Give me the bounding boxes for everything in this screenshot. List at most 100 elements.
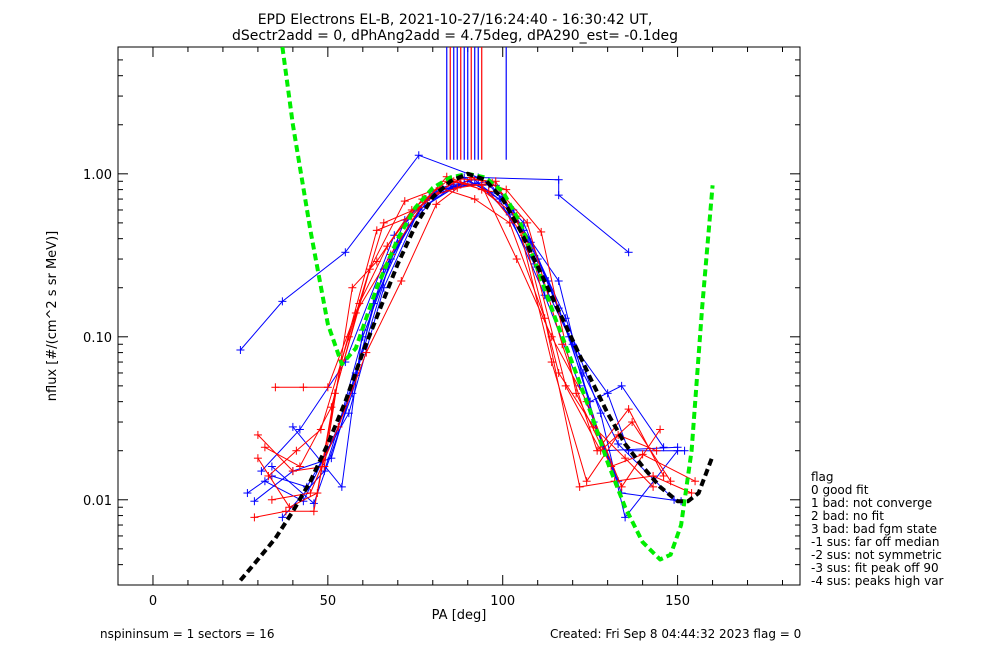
legend-item: 0 good fit (811, 483, 869, 497)
series-point (327, 403, 336, 412)
series-point (323, 383, 332, 392)
x-tick-label: 0 (149, 594, 157, 609)
series-point (267, 462, 276, 471)
series-point (362, 348, 371, 357)
series-point (652, 446, 661, 455)
series-point (470, 195, 479, 204)
series-point (621, 513, 630, 522)
series-point (659, 443, 668, 452)
legend: flag 0 good fit 1 bad: not converge 2 ba… (811, 470, 944, 588)
series-point (344, 332, 353, 341)
series-point (582, 477, 591, 486)
series-point (512, 255, 521, 264)
series-line (264, 180, 685, 502)
series-point (264, 471, 273, 480)
series-point (281, 507, 290, 516)
x-tick-label: 150 (665, 594, 690, 609)
chart-title-line2: dSectr2add = 0, dPhAng2add = 4.75deg, dP… (232, 28, 678, 44)
series-point (400, 197, 409, 206)
series-point (656, 425, 665, 434)
series-point (484, 187, 493, 196)
series-point (250, 497, 259, 506)
footer-created: Created: Fri Sep 8 04:44:32 2023 flag = … (550, 627, 801, 641)
series-point (341, 248, 350, 257)
series-point (680, 446, 689, 455)
series-point (614, 439, 623, 448)
x-tick-label: 50 (320, 594, 337, 609)
series-point (561, 381, 570, 390)
series-point (691, 477, 700, 486)
legend-item: -1 sus: far off median (811, 535, 939, 549)
series-point (666, 477, 675, 486)
series-point (383, 242, 392, 251)
series-point (554, 191, 563, 200)
series-point (250, 513, 259, 522)
fit-curves (238, 47, 715, 582)
series-point (673, 443, 682, 452)
legend-header: flag (811, 470, 834, 484)
series-point (309, 499, 318, 508)
series-point (477, 181, 486, 190)
legend-item: 2 bad: no fit (811, 509, 884, 523)
series-point (414, 151, 423, 160)
series-point (313, 489, 322, 498)
legend-item: -4 sus: peaks high var (811, 574, 944, 588)
series-point (299, 383, 308, 392)
series-point (593, 446, 602, 455)
series-point (547, 332, 556, 341)
series-point (628, 418, 637, 427)
series-line (240, 154, 629, 351)
series-point (278, 297, 287, 306)
footer-sectors: nspininsum = 1 sectors = 16 (100, 627, 274, 641)
peak-markers (446, 47, 507, 160)
series-point (260, 443, 269, 452)
y-tick-label: 1.00 (83, 168, 112, 183)
series-point (337, 482, 346, 491)
series-point (575, 482, 584, 491)
series-point (659, 471, 668, 480)
series-point (617, 381, 626, 390)
legend-item: 3 bad: bad fgm state (811, 522, 937, 536)
series-point (306, 489, 315, 498)
series-line (254, 187, 692, 518)
series-point (355, 299, 364, 308)
legend-item: -3 sus: fit peak off 90 (811, 561, 939, 575)
series-point (267, 495, 276, 504)
green-fit-curve (280, 47, 715, 562)
series-point (372, 226, 381, 235)
series-point (243, 489, 252, 498)
series-point (554, 175, 563, 184)
series-point (309, 507, 318, 516)
x-tick-label: 100 (490, 594, 515, 609)
series-point (379, 218, 388, 227)
chart-title-line1: EPD Electrons EL-B, 2021-10-27/16:24:40 … (258, 12, 653, 28)
series-line (271, 176, 696, 501)
plot-frame (117, 46, 801, 586)
series-point (285, 503, 294, 512)
series-point (271, 383, 280, 392)
y-tick-label: 0.01 (83, 494, 112, 509)
series-point (554, 276, 563, 285)
series-point (554, 368, 563, 377)
series-point (397, 276, 406, 285)
series-point (537, 227, 546, 236)
series-point (253, 454, 262, 463)
data-series (236, 151, 700, 522)
series-point (547, 358, 556, 367)
series-point (617, 482, 626, 491)
x-axis: 0 50 100 150 (149, 47, 784, 609)
series-point (295, 462, 304, 471)
series-point (236, 345, 245, 354)
y-tick-label: 0.10 (83, 331, 112, 346)
series-point (253, 430, 262, 439)
series-point (260, 477, 269, 486)
series-point (288, 422, 297, 431)
series-point (624, 248, 633, 257)
series-point (348, 283, 357, 292)
series-point (502, 185, 511, 194)
series-point (505, 218, 514, 227)
series-point (278, 513, 287, 522)
y-axis: 0.01 0.10 1.00 (83, 46, 800, 586)
series-point (624, 405, 633, 414)
